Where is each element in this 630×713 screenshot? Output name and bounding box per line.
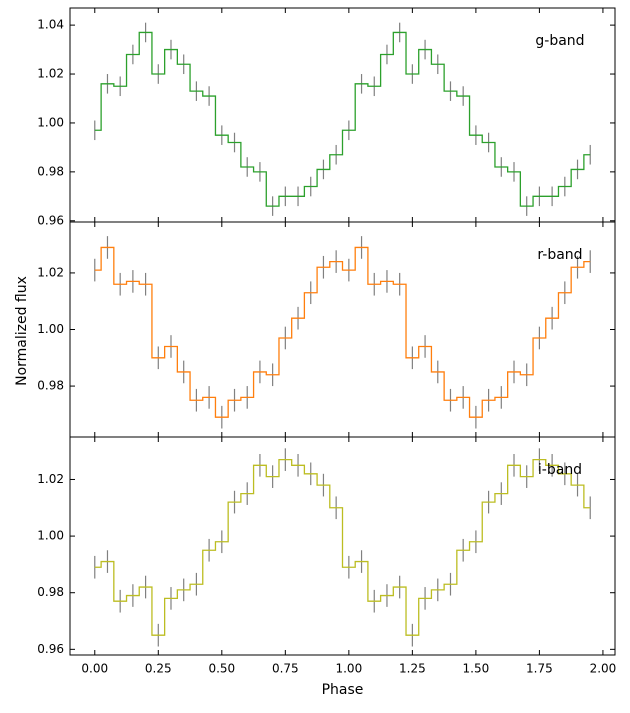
y-tick-label: 0.98 [37, 585, 64, 599]
x-tick-label: 0.50 [208, 662, 235, 676]
step-line [94, 458, 591, 636]
y-tick-label: 0.98 [37, 379, 64, 393]
y-axis-label: Normalized flux [14, 276, 30, 386]
y-tick-label: 1.04 [37, 18, 64, 32]
plot-frame [69, 436, 616, 656]
x-axis-label: Phase [322, 682, 364, 698]
band-label: g-band [535, 33, 584, 49]
y-tick-label: 1.00 [37, 322, 64, 336]
x-tick-label: 0.75 [272, 662, 299, 676]
x-tick-label: 1.25 [399, 662, 426, 676]
y-tick-label: 0.96 [37, 642, 64, 656]
y-tick-label: 1.02 [37, 265, 64, 279]
step-line [94, 31, 591, 207]
y-tick-label: 1.02 [37, 472, 64, 486]
step-line [94, 246, 591, 418]
y-tick-label: 0.98 [37, 164, 64, 178]
x-tick-label: 1.50 [463, 662, 490, 676]
x-tick-label: 1.75 [526, 662, 553, 676]
x-tick-label: 1.00 [335, 662, 362, 676]
y-tick-label: 1.00 [37, 115, 64, 129]
x-tick-label: 0.00 [81, 662, 108, 676]
y-tick-label: 1.00 [37, 529, 64, 543]
band-label: i-band [538, 462, 582, 478]
y-tick-label: 1.02 [37, 67, 64, 81]
x-tick-label: 0.25 [145, 662, 172, 676]
y-tick-label: 0.96 [37, 213, 64, 227]
x-tick-label: 2.00 [590, 662, 617, 676]
band-label: r-band [537, 247, 582, 263]
